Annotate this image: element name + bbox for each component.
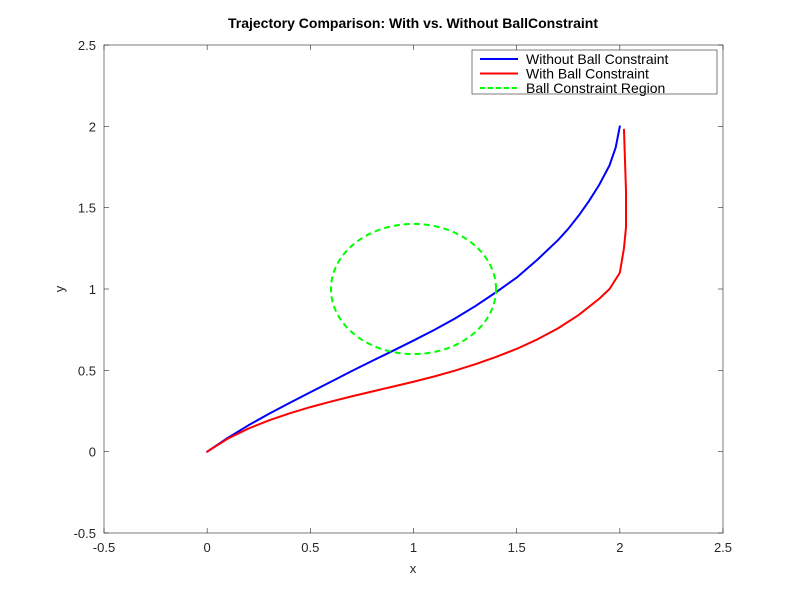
y-tick-label: 0.5 bbox=[78, 363, 96, 378]
x-axis-label: x bbox=[410, 561, 417, 576]
y-tick-label: 2.5 bbox=[78, 38, 96, 53]
plot-area-border bbox=[103, 44, 724, 534]
series-line-2 bbox=[206, 128, 628, 453]
y-tick-label: -0.5 bbox=[74, 526, 96, 541]
legend-label-2: With Ball Constraint bbox=[526, 66, 649, 82]
x-tick-label: 0.5 bbox=[301, 540, 319, 555]
x-tick-label: 2.5 bbox=[714, 540, 732, 555]
y-tick-label: 1.5 bbox=[78, 201, 96, 216]
y-tick-label: 0 bbox=[89, 445, 96, 460]
x-tick-label: 0 bbox=[204, 540, 211, 555]
chart-title: Trajectory Comparison: With vs. Without … bbox=[228, 15, 598, 31]
x-tick-label: 1 bbox=[410, 540, 417, 555]
series-line-3 bbox=[329, 222, 498, 356]
legend-label-3: Ball Constraint Region bbox=[526, 80, 665, 96]
x-tick-label: -0.5 bbox=[93, 540, 115, 555]
legend-box bbox=[471, 49, 718, 95]
y-tick-label: 1 bbox=[89, 282, 96, 297]
legend-label-1: Without Ball Constraint bbox=[526, 51, 669, 67]
y-axis-label: y bbox=[52, 285, 67, 292]
x-tick-label: 1.5 bbox=[508, 540, 526, 555]
x-tick-label: 2 bbox=[616, 540, 623, 555]
y-tick-label: 2 bbox=[89, 119, 96, 134]
series-line-1 bbox=[206, 125, 621, 453]
